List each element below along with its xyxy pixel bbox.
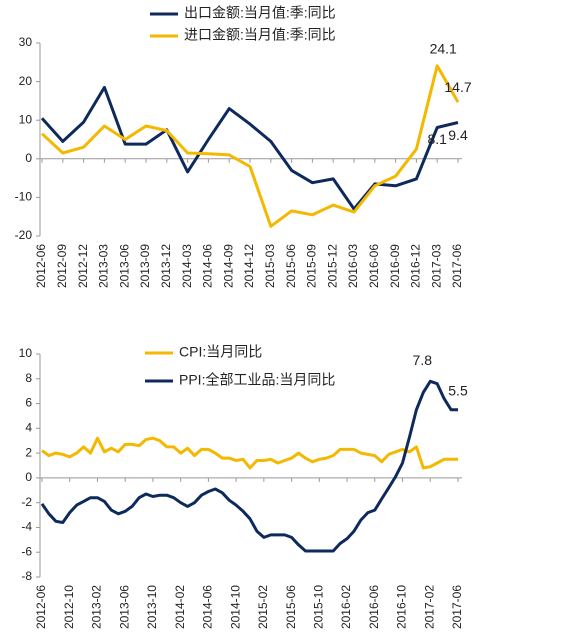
x-tick-label: 2015-12	[325, 244, 339, 288]
y-tick-label: -8	[21, 569, 32, 583]
y-tick-label: -2	[21, 495, 32, 509]
y-tick-label: 6	[25, 396, 32, 410]
legend-label: 进口金额:当月值:季:同比	[184, 27, 336, 43]
x-tick-label: 2013-06	[117, 244, 131, 288]
x-tick-label: 2016-10	[395, 585, 409, 629]
y-tick-label: -4	[21, 520, 32, 534]
x-tick-label: 2016-12	[409, 244, 423, 288]
line-series	[40, 85, 459, 211]
x-tick-label: 2012-12	[76, 244, 90, 288]
line-series	[41, 436, 458, 470]
y-tick-label: -10	[15, 190, 33, 204]
data-label: 14.7	[444, 79, 471, 95]
y-tick-label: -6	[21, 544, 32, 558]
x-tick-label: 2013-03	[97, 244, 111, 288]
y-tick-label: 10	[19, 112, 33, 126]
x-tick-label: 2017-02	[422, 585, 436, 629]
x-tick-label: 2013-06	[117, 585, 131, 629]
data-label: 7.8	[413, 352, 433, 368]
data-label: 24.1	[430, 40, 457, 56]
x-tick-label: 2014-06	[201, 244, 215, 288]
data-label: 8.1	[427, 131, 447, 147]
x-tick-label: 2015-09	[305, 244, 319, 288]
x-tick-label: 2014-02	[173, 585, 187, 629]
x-tick-label: 2017-06	[450, 244, 464, 288]
x-tick-label: 2013-10	[145, 585, 159, 629]
y-tick-label: 10	[19, 346, 33, 360]
x-tick-label: 2016-06	[367, 585, 381, 629]
y-tick-label: 8	[25, 371, 32, 385]
data-label: 5.5	[448, 382, 468, 398]
line-series	[40, 64, 460, 228]
x-tick-label: 2013-12	[159, 244, 173, 288]
legend-label: 出口金额:当月值:季:同比	[184, 5, 336, 21]
x-tick-label: 2016-06	[367, 244, 381, 288]
x-tick-label: 2012-06	[34, 244, 48, 288]
y-tick-label: 0	[25, 151, 32, 165]
y-tick-label: 0	[25, 470, 32, 484]
x-tick-label: 2014-03	[180, 244, 194, 288]
y-tick-label: 30	[19, 35, 33, 49]
x-tick-label: 2012-10	[62, 585, 76, 629]
x-tick-label: 2012-09	[55, 244, 69, 288]
x-tick-label: 2015-06	[284, 244, 298, 288]
x-tick-label: 2015-06	[284, 585, 298, 629]
x-tick-label: 2016-03	[346, 244, 360, 288]
x-tick-label: 2013-02	[90, 585, 104, 629]
x-tick-label: 2014-09	[221, 244, 235, 288]
x-tick-label: 2013-09	[138, 244, 152, 288]
y-tick-label: 20	[19, 74, 33, 88]
y-tick-label: -20	[15, 228, 33, 242]
x-tick-label: 2015-10	[312, 585, 326, 629]
y-tick-label: 4	[25, 421, 32, 435]
line-series	[40, 379, 458, 553]
y-tick-label: 2	[25, 445, 32, 459]
legend-label: CPI:当月同比	[179, 344, 262, 360]
x-tick-label: 2016-02	[339, 585, 353, 629]
legend-label: PPI:全部工业品:当月同比	[179, 372, 335, 388]
x-tick-label: 2014-12	[242, 244, 256, 288]
data-label: 9.4	[448, 127, 468, 143]
x-tick-label: 2017-06	[450, 585, 464, 629]
x-tick-label: 2015-02	[256, 585, 270, 629]
x-tick-label: 2016-09	[388, 244, 402, 288]
x-tick-label: 2012-06	[34, 585, 48, 629]
x-tick-label: 2017-03	[429, 244, 443, 288]
x-tick-label: 2014-06	[201, 585, 215, 629]
x-tick-label: 2015-03	[263, 244, 277, 288]
x-tick-label: 2014-10	[228, 585, 242, 629]
